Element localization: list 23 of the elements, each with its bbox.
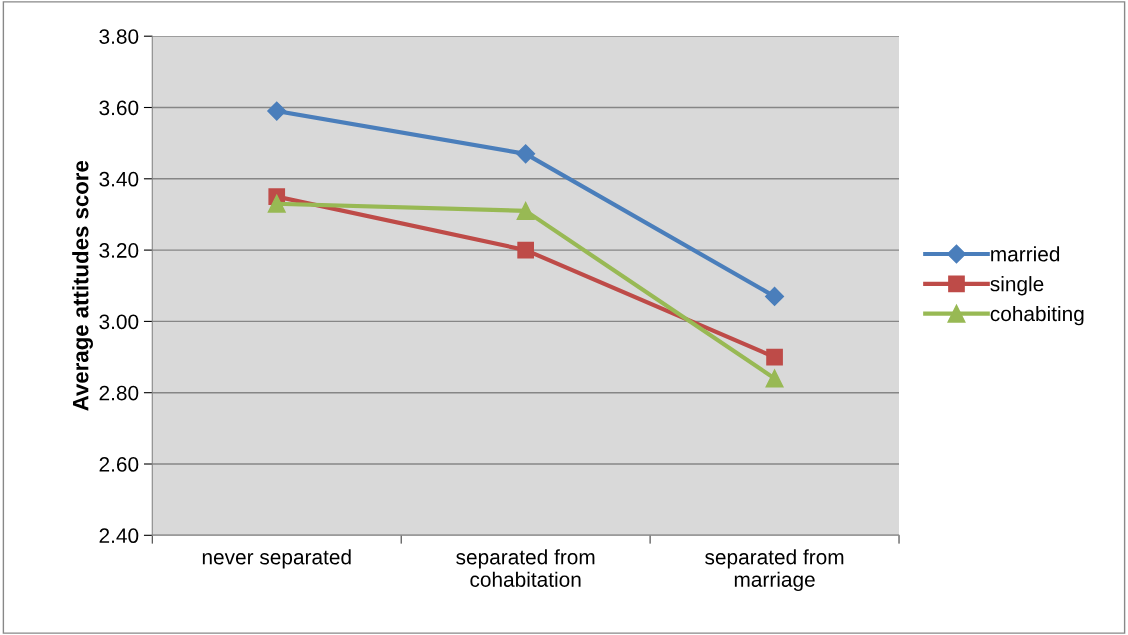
x-tick-label: separated from marriage <box>705 549 844 592</box>
y-tick-label: 2.60 <box>99 457 139 472</box>
y-axis-title: Average attitudes score <box>72 160 93 411</box>
point <box>267 194 286 213</box>
y-tick-label: 3.00 <box>99 314 139 330</box>
y-tick-label: 2.80 <box>99 385 139 401</box>
y-tick-label: 3.60 <box>99 100 139 116</box>
point <box>765 369 784 388</box>
y-tick-label: 3.80 <box>99 29 139 44</box>
legend-label: single <box>990 276 1044 296</box>
point <box>516 201 535 220</box>
x-tick-label: never separated <box>202 549 351 569</box>
point <box>766 348 783 366</box>
point <box>516 144 536 164</box>
legend-label: cohabiting <box>990 305 1084 326</box>
point <box>267 101 287 121</box>
legend-label: married <box>991 246 1060 262</box>
point <box>765 286 785 306</box>
point <box>517 241 534 259</box>
y-tick-label: 3.40 <box>99 171 139 187</box>
y-tick-label: 2.40 <box>99 528 139 544</box>
y-tick-label: 3.20 <box>99 243 139 258</box>
x-tick-label: separated from cohabitation <box>456 549 595 587</box>
